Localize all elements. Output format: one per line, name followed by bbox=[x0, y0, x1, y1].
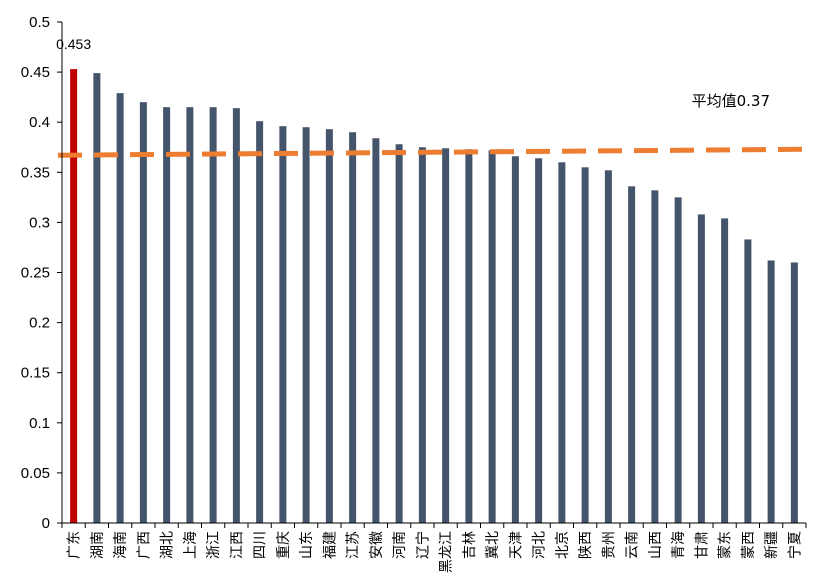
bar bbox=[209, 107, 217, 524]
y-tick-label: 0.5 bbox=[29, 14, 50, 31]
average-label: 平均值0.37 bbox=[692, 92, 770, 110]
y-tick-label: 0.3 bbox=[29, 214, 50, 231]
x-tick-label: 宁夏 bbox=[786, 531, 803, 559]
x-tick-label: 海南 bbox=[113, 531, 129, 559]
y-tick-label: 0.05 bbox=[21, 465, 50, 482]
x-tick-label: 重庆 bbox=[276, 531, 292, 559]
bar bbox=[628, 186, 636, 523]
bar bbox=[465, 149, 473, 523]
highlight-data-label: 0.453 bbox=[56, 36, 91, 52]
x-tick-label: 山东 bbox=[299, 531, 315, 559]
x-tick-label: 上海 bbox=[183, 531, 199, 559]
x-tick-label: 黑龙江 bbox=[439, 531, 455, 573]
x-axis: 广东 湖南 海南 广西 湖北 上海 浙江 江西 四川 重庆 山东 福建 江苏 安徽 河南 辽宁 黑龙江 吉林 冀北天… bbox=[61, 523, 807, 573]
bar bbox=[651, 190, 659, 523]
bar bbox=[279, 126, 287, 523]
y-tick-label: 0.4 bbox=[29, 114, 50, 131]
x-tick-label: 冀北 bbox=[485, 531, 501, 559]
x-tick-label: 安徽 bbox=[369, 531, 385, 559]
y-tick-label: 0.45 bbox=[21, 64, 50, 81]
bar bbox=[93, 73, 101, 524]
x-tick-label: 云南 bbox=[625, 531, 641, 559]
y-tick-label: 0.2 bbox=[29, 315, 50, 332]
bar bbox=[442, 148, 450, 523]
x-tick-label: 山西 bbox=[648, 531, 664, 559]
bar bbox=[558, 162, 566, 523]
x-tick-label: 蒙西 bbox=[741, 531, 757, 559]
x-tick-label: 浙江 bbox=[206, 531, 222, 559]
bar bbox=[418, 147, 426, 523]
x-tick-label: 新疆 bbox=[764, 531, 780, 559]
bar bbox=[790, 262, 798, 523]
bar bbox=[581, 167, 589, 524]
x-tick-label: 广东 bbox=[67, 531, 83, 559]
x-tick-label: 河南 bbox=[392, 531, 408, 559]
x-tick-label: 天津 bbox=[508, 531, 524, 559]
bar bbox=[116, 93, 124, 523]
x-tick-label: 贵州 bbox=[601, 531, 617, 559]
y-axis: 0 0.05 0.1 0.15 0.2 0.25 0.3 0.35 0.4 0.45 0.5 bbox=[21, 14, 62, 532]
y-tick-label: 0 bbox=[42, 515, 50, 532]
x-tick-label: 陕西 bbox=[578, 531, 594, 559]
y-tick-label: 0.25 bbox=[21, 265, 50, 282]
bar bbox=[395, 144, 403, 523]
bar bbox=[302, 127, 310, 524]
y-tick-label: 0.15 bbox=[21, 365, 50, 382]
y-tick-label: 0.35 bbox=[21, 164, 50, 181]
bar bbox=[604, 170, 612, 523]
bars bbox=[70, 69, 798, 524]
x-tick-label: 四川 bbox=[253, 531, 269, 559]
x-tick-label: 湖南 bbox=[90, 531, 106, 559]
x-tick-label: 蒙东 bbox=[718, 531, 734, 559]
bar bbox=[256, 121, 264, 523]
x-tick-label: 吉林 bbox=[462, 531, 478, 559]
x-tick-label: 广西 bbox=[136, 531, 152, 559]
bar bbox=[163, 107, 171, 524]
bar bbox=[349, 132, 357, 523]
bar bbox=[767, 260, 775, 523]
bar bbox=[186, 107, 194, 524]
bar bbox=[535, 158, 543, 523]
x-tick-label: 甘肃 bbox=[694, 531, 710, 559]
average-line bbox=[57, 146, 807, 158]
bar bbox=[139, 102, 147, 523]
x-tick-label: 辽宁 bbox=[414, 531, 431, 559]
bar bbox=[511, 156, 519, 523]
bar bbox=[721, 218, 729, 523]
bar bbox=[325, 129, 333, 524]
y-tick-label: 0.1 bbox=[29, 415, 50, 432]
x-tick-label: 江西 bbox=[229, 531, 245, 559]
x-tick-label: 江苏 bbox=[346, 531, 362, 559]
bar bbox=[70, 69, 78, 524]
bar bbox=[744, 239, 752, 523]
x-tick-label: 福建 bbox=[322, 531, 338, 559]
bar bbox=[488, 150, 496, 524]
bar bbox=[232, 108, 240, 523]
x-tick-label: 青海 bbox=[671, 531, 687, 559]
x-tick-label: 湖北 bbox=[160, 531, 176, 559]
x-tick-label: 河北 bbox=[532, 531, 548, 559]
x-tick-label: 北京 bbox=[555, 531, 571, 559]
bar bbox=[697, 214, 705, 523]
bar bbox=[372, 138, 380, 523]
bar bbox=[674, 197, 682, 523]
